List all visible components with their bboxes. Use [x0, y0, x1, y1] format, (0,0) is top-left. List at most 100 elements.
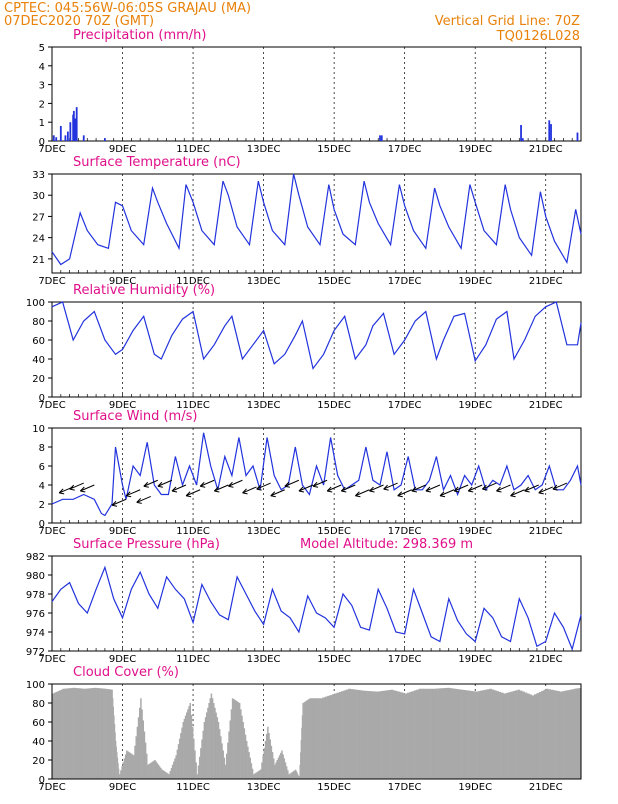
cloud-bar — [248, 752, 250, 779]
temp-ytick-label: 33 — [32, 170, 45, 181]
cloud-bar — [273, 758, 275, 779]
cloud-bar — [214, 707, 216, 779]
precip-panel: 7DEC 9DEC 11DEC 13DEC 15DEC 17DEC 19DEC 21DEC 0 1… — [38, 28, 582, 155]
header-station: CPTEC: 045:56W-06:05S GRAJAU (MA) — [4, 1, 251, 16]
wind-arrow — [143, 479, 158, 487]
wind-arrow — [326, 484, 342, 492]
cloud-bar — [475, 691, 478, 779]
cloud-bar — [254, 773, 256, 779]
cloud-bar — [120, 770, 122, 779]
cloud-bar — [106, 688, 108, 779]
cloud-bar — [114, 723, 116, 779]
wind-arrow — [397, 489, 412, 497]
cloud-bar — [78, 688, 81, 779]
cloud-bar — [290, 772, 293, 779]
wind-arrow — [80, 484, 95, 492]
wind-arrow-head — [242, 488, 248, 495]
cloud-bar — [577, 688, 579, 779]
wind-xtick-label: 17DEC — [388, 526, 422, 537]
cloud-bar — [414, 690, 417, 779]
wind-ytick-label: 4 — [39, 481, 45, 492]
cloud-bar — [498, 691, 502, 779]
cloud-bar — [194, 750, 196, 779]
pressure-xtick-label: 13DEC — [247, 654, 281, 665]
cloud-bar — [148, 763, 150, 779]
cloud-bar — [89, 688, 92, 779]
precip-xtick-label: 21DEC — [529, 144, 563, 155]
cloud-bar — [289, 773, 291, 779]
rh-title: Relative Humidity (%) — [73, 283, 215, 298]
cloud-bar — [207, 707, 209, 779]
cloud-bar — [352, 689, 356, 779]
cloud-bar — [224, 764, 227, 779]
wind-arrow — [369, 484, 384, 492]
cloud-bar — [369, 691, 373, 779]
pressure-ytick-label: 976 — [26, 609, 45, 620]
cloud-bar — [163, 771, 166, 779]
cloud-bar — [282, 754, 284, 779]
pressure-ytick-label: 980 — [26, 571, 45, 582]
cloud-bar — [322, 697, 326, 779]
cloud-bar — [182, 722, 184, 779]
precip-xtick-label: 11DEC — [176, 144, 210, 155]
temp-panel: 7DEC 9DEC 11DEC 13DEC 15DEC 17DEC 19DEC 21DEC 21… — [32, 155, 582, 287]
temp-ytick-label: 30 — [32, 191, 45, 202]
cloud-bar — [122, 762, 125, 779]
cloud-bar — [557, 691, 561, 779]
cloud-bar — [74, 687, 77, 779]
cloud-bar — [496, 691, 500, 779]
temp-xtick-label: 21DEC — [529, 276, 563, 287]
cloud-bar — [318, 698, 321, 779]
cloud-bar — [295, 769, 297, 779]
pressure-xtick-label: 7DEC — [38, 654, 65, 665]
precip-ytick-label: 5 — [39, 43, 45, 54]
cloud-bar — [503, 693, 507, 779]
cloud-xtick-label: 11DEC — [176, 782, 210, 793]
cloud-bar — [421, 688, 424, 779]
cloud-xtick-label: 9DEC — [109, 782, 136, 793]
cloud-bar — [52, 693, 55, 779]
cloud-bar — [198, 756, 201, 779]
wind-arrow-head — [383, 484, 389, 491]
cloud-bar — [465, 690, 469, 779]
cloud-bar — [187, 709, 189, 779]
cloud-bar — [241, 715, 243, 779]
cloud-bar — [296, 772, 298, 779]
cloud-bar — [512, 690, 516, 779]
wind-ytick-label: 10 — [32, 424, 45, 435]
precip-xtick-label: 7DEC — [38, 144, 65, 155]
cloud-bar — [367, 690, 370, 779]
wind-arrow-head — [326, 486, 333, 493]
cloud-bar — [66, 688, 69, 779]
cloud-bar — [508, 692, 511, 779]
cloud-bar — [555, 690, 558, 779]
precip-bar — [520, 125, 522, 141]
cloud-ytick-label: 20 — [32, 756, 45, 767]
cloud-bar — [395, 690, 398, 779]
cloud-bar — [81, 688, 85, 779]
pressure-xtick-label: 9DEC — [109, 654, 136, 665]
cloud-bar — [573, 688, 576, 779]
cloud-bar — [311, 698, 314, 779]
cloud-bar — [541, 690, 544, 779]
wind-arrow — [185, 489, 201, 497]
wind-arrow — [69, 482, 84, 490]
cloud-ytick-label: 40 — [32, 737, 45, 748]
wind-arrow — [171, 484, 187, 492]
cloud-bar — [130, 753, 133, 779]
wind-xtick-label: 19DEC — [458, 526, 492, 537]
cloud-bar — [211, 698, 214, 779]
cloud-bar — [167, 773, 169, 779]
cloud-bar — [71, 687, 74, 779]
cloud-bar — [576, 688, 578, 779]
cloud-xtick-label: 7DEC — [38, 782, 65, 793]
cloud-bar — [309, 698, 312, 779]
cloud-bar — [545, 688, 549, 779]
wind-arrow — [425, 484, 441, 492]
wind-arrow-head — [467, 486, 474, 493]
cloud-bar — [301, 727, 303, 779]
wind-ytick-label: 2 — [39, 500, 45, 511]
cloud-bar — [374, 691, 377, 779]
cloud-bar — [515, 690, 518, 779]
